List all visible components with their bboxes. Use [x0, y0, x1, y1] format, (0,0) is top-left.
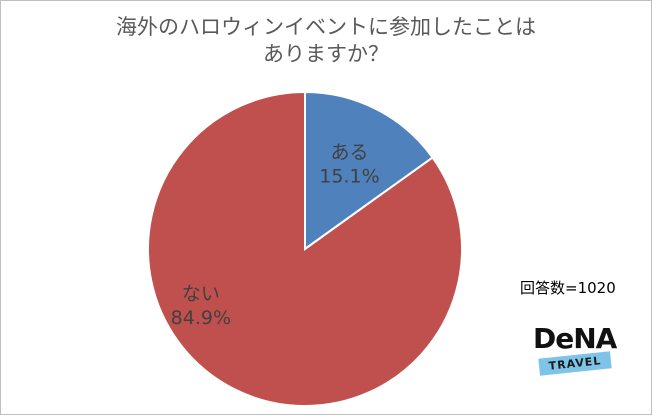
slice-value-label-0: 15.1% [319, 165, 379, 187]
chart-title-line-1: 海外のハロウィンイベントに参加したことは [116, 15, 536, 39]
pie-slice-0 [304, 90, 434, 251]
respondent-count: 回答数=1020 [520, 279, 616, 297]
logo-brand-text: DeNA [533, 322, 617, 355]
slice-label-1: ない [182, 283, 220, 305]
chart-title-line-2: ありますか？ [263, 42, 389, 66]
pie-slice-1 [147, 90, 463, 407]
chart-title: 海外のハロウィンイベントに参加したことは ありますか？ [0, 14, 652, 68]
slice-label-0: ある [330, 141, 368, 163]
slice-value-label-1: 84.9% [171, 307, 231, 329]
dena-travel-logo: DeNA TRAVEL [527, 322, 637, 382]
